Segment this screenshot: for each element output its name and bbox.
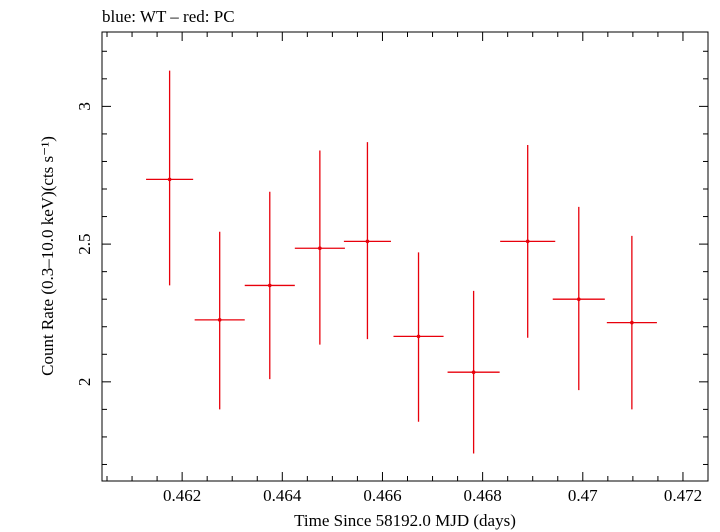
data-point xyxy=(552,206,605,391)
point-marker xyxy=(471,370,476,374)
data-point xyxy=(447,290,500,454)
x-axis-label: Time Since 58192.0 MJD (days) xyxy=(294,511,516,530)
x-tick-label: 0.47 xyxy=(568,486,598,505)
x-tick-label: 0.462 xyxy=(163,486,201,505)
y-axis: 22.53 xyxy=(75,50,708,465)
point-marker xyxy=(318,246,322,251)
x-tick-label: 0.472 xyxy=(664,486,702,505)
x-axis: 0.462 0.464 0.466 0.468 0.47 0.472 xyxy=(106,32,709,505)
data-point xyxy=(244,191,295,380)
point-marker xyxy=(217,318,222,322)
y-tick-label: 2.5 xyxy=(75,233,94,254)
point-marker xyxy=(416,334,421,339)
point-marker xyxy=(576,297,581,301)
data-point xyxy=(500,144,556,338)
data-point xyxy=(146,70,194,286)
plot-frame xyxy=(101,31,709,482)
point-marker xyxy=(525,239,530,244)
data-series-pc xyxy=(146,70,657,454)
y-tick-label: 2 xyxy=(75,378,94,387)
point-marker xyxy=(167,177,172,182)
data-point xyxy=(194,231,245,410)
y-axis-label: Count Rate (0.3–10.0 keV)(cts s⁻¹) xyxy=(38,136,57,376)
x-tick-label: 0.466 xyxy=(363,486,401,505)
data-point xyxy=(294,150,345,345)
point-marker xyxy=(365,239,370,244)
data-point xyxy=(343,142,391,340)
x-tick-label: 0.468 xyxy=(464,486,502,505)
point-marker xyxy=(267,283,272,288)
data-point xyxy=(393,252,444,422)
point-marker xyxy=(630,320,634,325)
x-tick-label: 0.464 xyxy=(263,486,302,505)
data-point xyxy=(606,235,657,410)
chart-title: blue: WT – red: PC xyxy=(102,7,235,26)
y-tick-label: 3 xyxy=(75,102,94,111)
